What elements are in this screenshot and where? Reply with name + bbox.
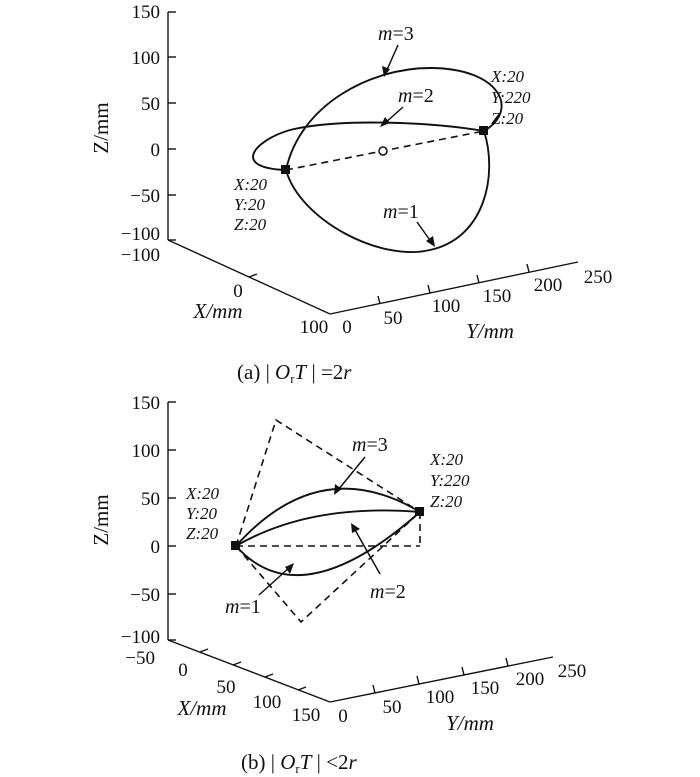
panel-a-y-tick: 150 bbox=[483, 286, 512, 307]
panel-a-label-m2: m=2 bbox=[398, 85, 434, 107]
panel-b-y-label: Y/mm bbox=[446, 711, 494, 735]
panel-a-curve-m3 bbox=[285, 67, 503, 171]
panel-b-y-tick: 0 bbox=[338, 706, 348, 727]
panel-b-y-tick: 150 bbox=[471, 678, 500, 699]
panel-a-y-ticks: 0 50 100 150 200 250 bbox=[342, 263, 613, 338]
panel-b-start-marker bbox=[231, 541, 240, 550]
panel-a-z-tick: 50 bbox=[141, 94, 160, 115]
panel-b-construction bbox=[235, 418, 421, 624]
panel-b-x-tick: 100 bbox=[253, 692, 282, 713]
panel-a-start-marker bbox=[281, 165, 290, 174]
panel-b-x-tick: −50 bbox=[125, 648, 155, 669]
panel-b-label-m1: m=1 bbox=[225, 596, 261, 618]
svg-text:Z:20: Z:20 bbox=[430, 492, 463, 511]
panel-b-z-tick: 100 bbox=[132, 441, 161, 462]
svg-text:Z:20: Z:20 bbox=[186, 524, 219, 543]
panel-b-z-tick: 150 bbox=[132, 393, 161, 414]
panel-b-z-tick: 0 bbox=[151, 537, 161, 558]
panel-a-y-tick: 0 bbox=[342, 317, 352, 338]
panel-b-label-m2: m=2 bbox=[370, 581, 406, 603]
panel-a-end-annotation: X:20 Y:220 Z:20 bbox=[490, 67, 531, 128]
panel-a-z-label: Z/mm bbox=[89, 102, 113, 153]
panel-a-z-tick: 100 bbox=[132, 48, 161, 69]
panel-a-start-annotation: X:20 Y:20 Z:20 bbox=[233, 175, 268, 234]
panel-b-x-tick: 0 bbox=[178, 660, 188, 681]
panel-a-y-label: Y/mm bbox=[466, 319, 514, 343]
panel-a-x-tick: 0 bbox=[233, 281, 243, 302]
svg-text:Y:20: Y:20 bbox=[234, 195, 266, 214]
panel-a-end-marker bbox=[479, 126, 488, 135]
panel-a-y-axis bbox=[329, 261, 579, 315]
panel-a-label-m3: m=3 bbox=[378, 23, 414, 45]
panel-b-curve-m2 bbox=[235, 509, 421, 547]
panel-a-curve-m1 bbox=[285, 130, 491, 253]
panel-a-z-tick: −50 bbox=[130, 186, 160, 207]
panel-a-y-tick: 100 bbox=[432, 296, 461, 317]
panel-a: 150 100 50 0 −50 −100 Z/mm −100 0 100 X/… bbox=[89, 2, 612, 386]
panel-b-z-label: Z/mm bbox=[89, 494, 113, 545]
panel-b: 150 100 50 0 −50 −100 Z/mm −50 0 50 100 … bbox=[89, 393, 586, 776]
panel-b-x-label: X/mm bbox=[177, 696, 227, 720]
panel-b-x-axis bbox=[167, 639, 331, 703]
panel-b-z-ticks: 150 100 50 0 −50 −100 bbox=[121, 393, 176, 648]
panel-a-y-tick: 200 bbox=[534, 275, 563, 296]
panel-b-start-annotation: X:20 Y:20 Z:20 bbox=[185, 484, 220, 543]
panel-a-x-tick: 100 bbox=[300, 317, 329, 338]
svg-text:Y:220: Y:220 bbox=[430, 471, 470, 490]
panel-a-x-label: X/mm bbox=[193, 299, 243, 323]
panel-b-x-ticks: −50 0 50 100 150 bbox=[125, 648, 320, 726]
panel-a-z-tick: 0 bbox=[151, 140, 161, 161]
svg-text:Z:20: Z:20 bbox=[491, 109, 524, 128]
panel-b-z-tick: −100 bbox=[121, 627, 160, 648]
panel-a-y-tick: 250 bbox=[584, 267, 613, 288]
panel-b-y-axis bbox=[329, 656, 554, 703]
svg-text:Y:20: Y:20 bbox=[186, 504, 218, 523]
panel-a-y-tick: 50 bbox=[384, 308, 403, 329]
svg-text:X:20: X:20 bbox=[429, 450, 464, 469]
panel-a-label-m1: m=1 bbox=[383, 201, 419, 223]
svg-text:X:20: X:20 bbox=[185, 484, 220, 503]
panel-b-label-m3: m=3 bbox=[352, 434, 388, 456]
panel-a-x-tick: −100 bbox=[121, 245, 160, 266]
panel-b-curve-m1 bbox=[235, 511, 421, 576]
panel-b-y-ticks: 0 50 100 150 200 250 bbox=[338, 657, 587, 727]
panel-b-x-tick: 50 bbox=[217, 677, 236, 698]
panel-b-caption: (b) | OrT | <2r bbox=[241, 750, 357, 776]
svg-text:X:20: X:20 bbox=[233, 175, 268, 194]
panel-b-z-tick: −50 bbox=[130, 585, 160, 606]
panel-a-z-tick: −100 bbox=[121, 224, 160, 245]
panel-a-z-tick: 150 bbox=[132, 2, 161, 23]
panel-a-center-point bbox=[378, 146, 388, 156]
panel-b-end-marker bbox=[415, 507, 424, 516]
panel-a-z-ticks: 150 100 50 0 −50 −100 bbox=[121, 2, 176, 245]
svg-text:Y:220: Y:220 bbox=[491, 88, 531, 107]
panel-b-y-tick: 100 bbox=[426, 687, 455, 708]
panel-b-curve-m3 bbox=[235, 487, 421, 547]
panel-b-z-tick: 50 bbox=[141, 489, 160, 510]
panel-b-y-tick: 200 bbox=[516, 669, 545, 690]
panel-b-end-annotation: X:20 Y:220 Z:20 bbox=[429, 450, 470, 511]
panel-b-y-tick: 50 bbox=[383, 697, 402, 718]
panel-a-x-ticks: −100 0 100 bbox=[121, 245, 328, 338]
panel-a-curve-m2 bbox=[252, 121, 485, 171]
panel-a-caption: (a) | OrT | =2r bbox=[237, 360, 352, 386]
svg-text:X:20: X:20 bbox=[490, 67, 525, 86]
panel-b-x-tick: 150 bbox=[292, 705, 321, 726]
panel-b-y-tick: 250 bbox=[558, 661, 587, 682]
svg-text:Z:20: Z:20 bbox=[234, 215, 267, 234]
